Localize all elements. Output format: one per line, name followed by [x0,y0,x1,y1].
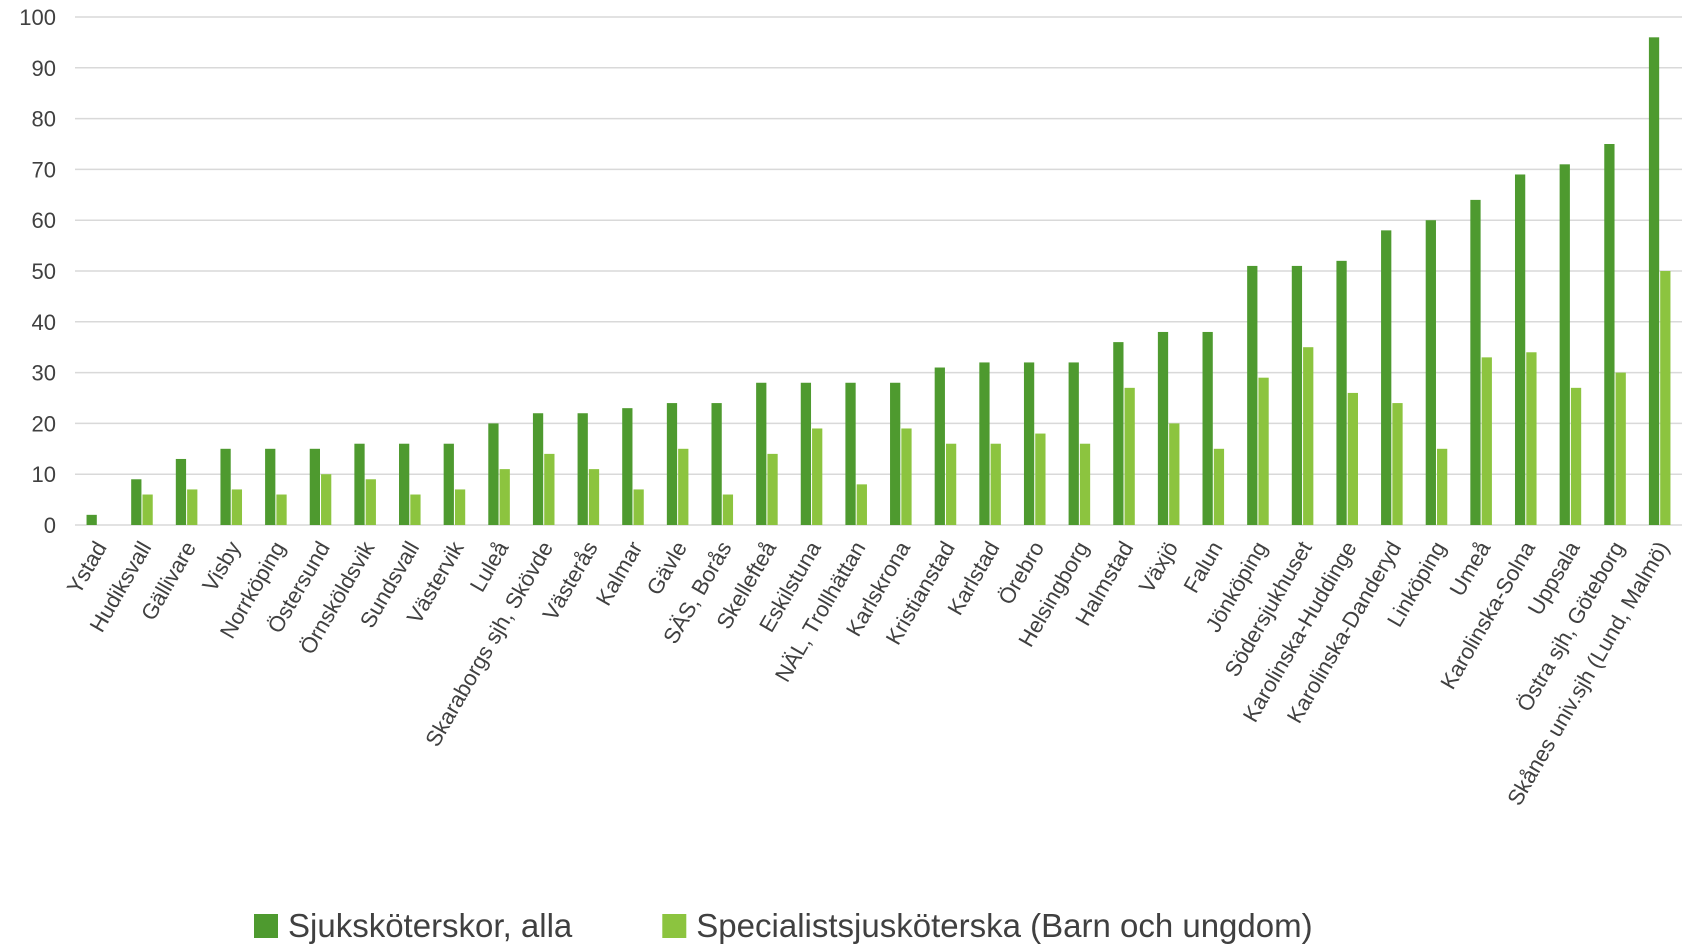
bar [454,489,466,525]
x-tick-label: Visby [197,537,245,596]
bar [86,514,97,525]
bar [856,484,867,525]
bar [1514,174,1526,526]
bar [1392,403,1403,525]
bar [767,453,778,525]
bar [187,489,198,525]
bar [488,423,499,525]
bar [309,448,321,525]
legend-swatch [254,914,278,938]
bar [1336,260,1347,525]
bar [756,382,767,525]
bar [410,494,421,525]
bar [1258,377,1269,525]
bar [1213,448,1225,525]
bar [1660,271,1671,525]
bar [945,443,957,525]
bar [1615,372,1626,525]
y-tick-label: 20 [32,411,56,436]
y-tick-label: 50 [32,259,56,284]
bar [678,448,689,525]
bar [1291,265,1303,525]
y-tick-label: 70 [32,157,56,182]
bar [1035,433,1046,525]
bar [890,382,901,525]
bar [1570,387,1582,525]
bar [321,474,332,525]
bar [901,428,912,525]
bar [1648,37,1660,525]
y-tick-label: 90 [32,56,56,81]
bar [1481,357,1492,525]
bar [544,453,555,525]
y-tick-label: 40 [32,310,56,335]
y-tick-label: 10 [32,462,56,487]
bar [711,403,722,525]
legend-swatch [662,914,687,938]
bar [1247,265,1258,525]
bar [622,408,633,525]
bar [142,494,153,525]
bar [845,382,856,525]
bar [532,413,544,525]
bar [276,494,287,525]
bar [812,428,823,525]
bar [231,489,243,525]
y-tick-label: 0 [44,513,56,538]
bar [131,479,142,525]
bar [1470,199,1481,525]
x-tick-label: Växjö [1134,537,1183,597]
bar [1068,362,1079,525]
bar [1202,331,1213,525]
bar [800,382,812,525]
bar [365,479,376,525]
bar [1079,443,1091,525]
y-tick-label: 30 [32,361,56,386]
bar [1559,164,1570,525]
bar [265,448,276,525]
bar [1436,448,1448,525]
bar [1113,342,1124,525]
bar [990,443,1001,525]
bar [1347,392,1358,525]
y-tick-label: 60 [32,208,56,233]
bar [1124,387,1135,525]
bar [499,469,510,525]
bar [577,413,588,525]
bar [1526,352,1537,525]
bar [722,494,734,525]
bar [443,443,454,525]
bar [1381,230,1392,526]
bar [399,443,410,525]
y-tick-label: 100 [19,5,56,30]
bar [1157,331,1169,525]
bar [1425,220,1436,525]
bar [220,448,231,525]
bar [1604,144,1615,525]
bar [979,362,990,525]
bar [1023,362,1035,525]
bar [633,489,644,525]
bar [666,403,678,525]
legend-label: Specialistsjusköterska (Barn och ungdom) [696,907,1312,944]
y-tick-label: 80 [32,107,56,132]
bar [1303,347,1314,525]
bar [354,443,365,525]
bar [1169,423,1180,525]
legend-label: Sjuksköterskor, alla [288,907,573,944]
bar [588,469,600,525]
bar [934,367,945,525]
bar [175,458,187,525]
